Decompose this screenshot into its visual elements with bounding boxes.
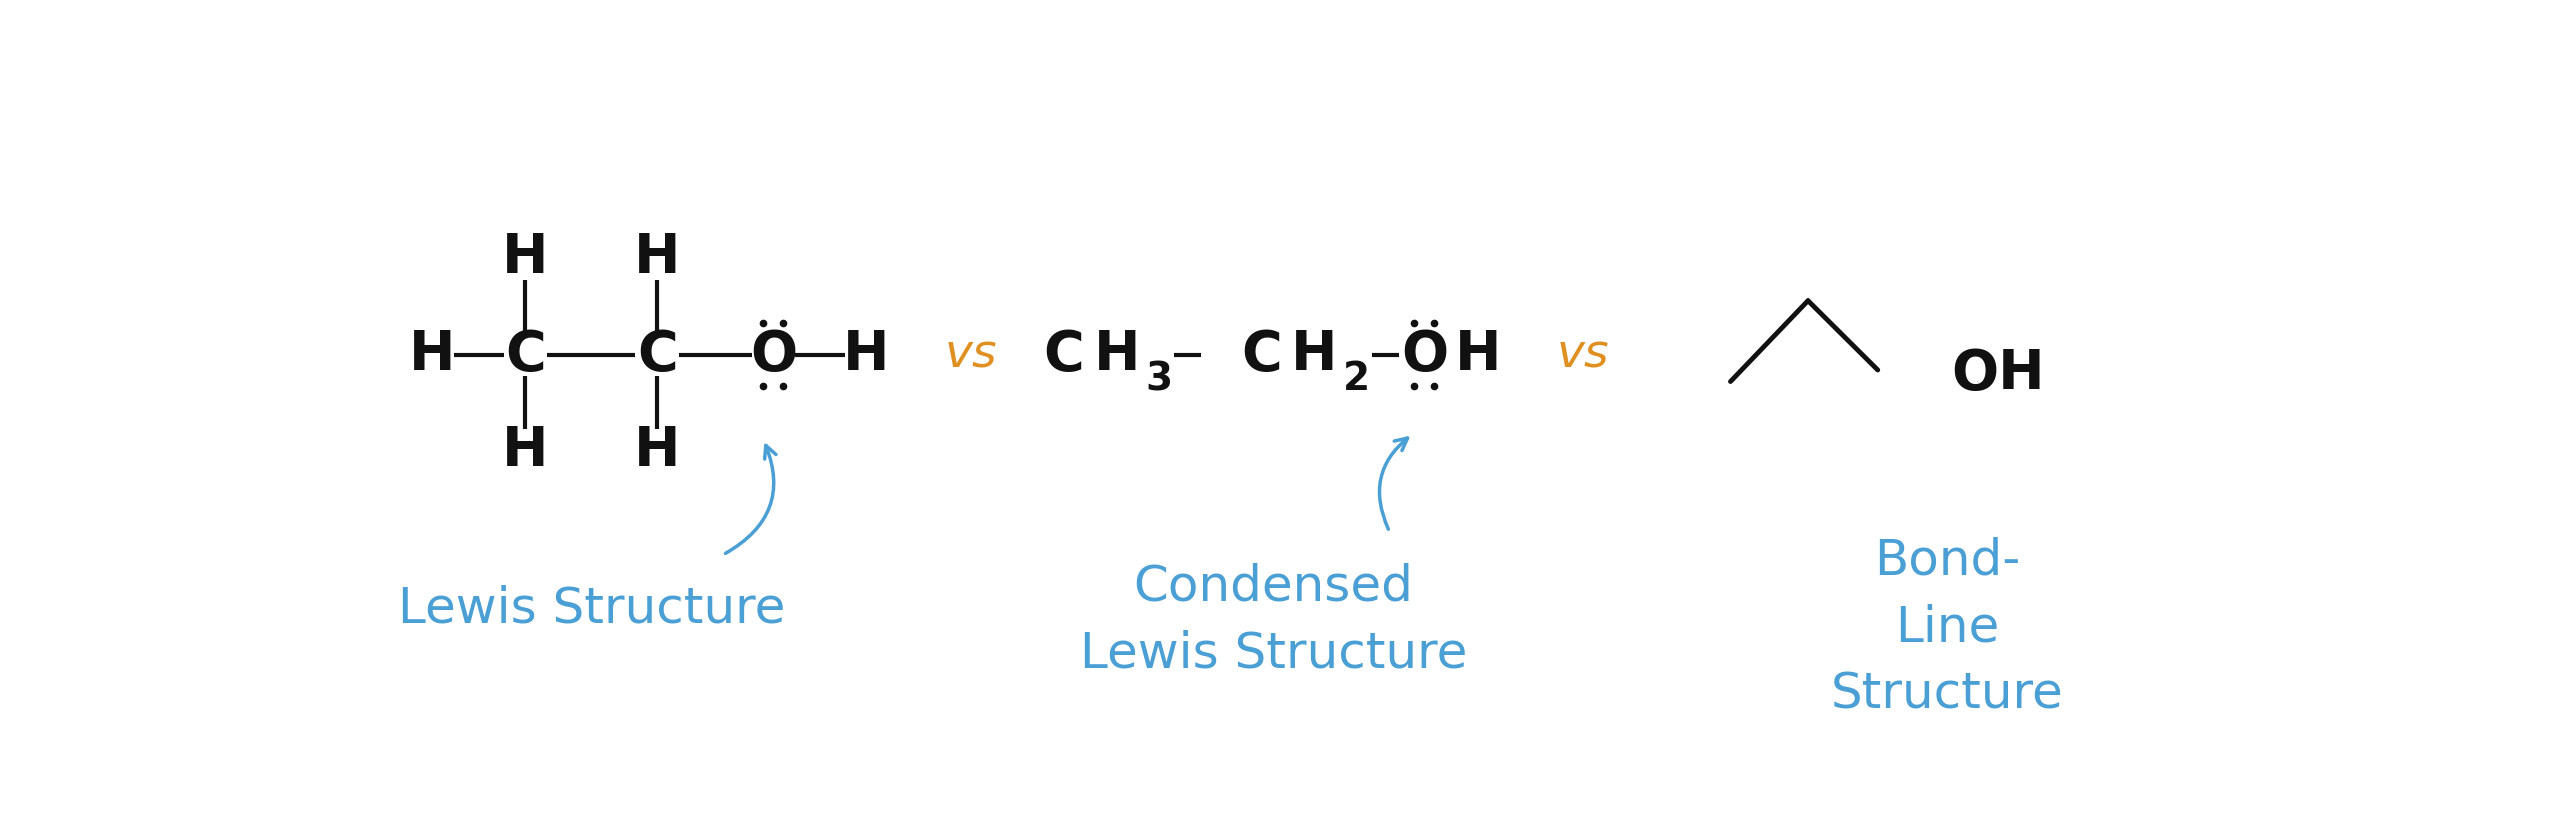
Text: OH: OH	[1951, 347, 2045, 401]
Text: H: H	[1093, 327, 1139, 381]
Text: Lewis Structure: Lewis Structure	[397, 585, 786, 632]
Text: H: H	[410, 327, 456, 381]
Text: Condensed
Lewis Structure: Condensed Lewis Structure	[1080, 563, 1467, 678]
Text: H: H	[635, 231, 681, 285]
Text: H: H	[1290, 327, 1336, 381]
Text: C: C	[637, 327, 678, 381]
Text: Bond-
Line
Structure: Bond- Line Structure	[1830, 537, 2063, 719]
Text: 3: 3	[1144, 360, 1172, 398]
Text: H: H	[635, 424, 681, 478]
Text: C: C	[504, 327, 545, 381]
Text: O: O	[750, 327, 796, 381]
Text: H: H	[1457, 327, 1503, 381]
FancyArrowPatch shape	[1380, 438, 1408, 529]
Text: O: O	[1400, 327, 1449, 381]
Text: 2: 2	[1341, 360, 1370, 398]
Text: C: C	[1242, 327, 1283, 381]
FancyArrowPatch shape	[724, 446, 776, 554]
Text: C: C	[1044, 327, 1085, 381]
Text: vs: vs	[1556, 332, 1610, 377]
Text: H: H	[502, 424, 548, 478]
Text: vs: vs	[945, 332, 998, 377]
Text: H: H	[502, 231, 548, 285]
Text: H: H	[842, 327, 891, 381]
